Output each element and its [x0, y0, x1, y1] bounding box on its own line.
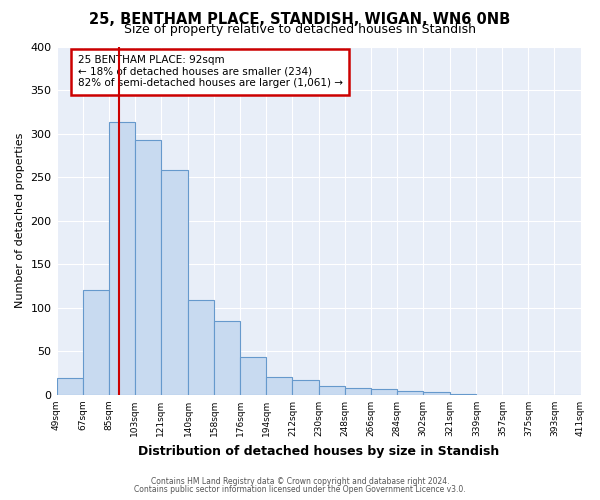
- Bar: [241, 356, 266, 395]
- Bar: [423, 392, 450, 395]
- Bar: [83, 290, 109, 395]
- Bar: [319, 386, 344, 395]
- Y-axis label: Number of detached properties: Number of detached properties: [15, 133, 25, 308]
- Bar: [109, 122, 135, 395]
- Bar: [214, 321, 241, 395]
- Bar: [56, 378, 83, 395]
- X-axis label: Distribution of detached houses by size in Standish: Distribution of detached houses by size …: [138, 444, 499, 458]
- Bar: [266, 376, 292, 395]
- Text: 25 BENTHAM PLACE: 92sqm
← 18% of detached houses are smaller (234)
82% of semi-d: 25 BENTHAM PLACE: 92sqm ← 18% of detache…: [77, 55, 343, 88]
- Bar: [135, 140, 161, 395]
- Bar: [161, 170, 188, 395]
- Bar: [292, 380, 319, 395]
- Text: Contains public sector information licensed under the Open Government Licence v3: Contains public sector information licen…: [134, 484, 466, 494]
- Text: Size of property relative to detached houses in Standish: Size of property relative to detached ho…: [124, 22, 476, 36]
- Bar: [188, 300, 214, 395]
- Bar: [397, 390, 423, 395]
- Bar: [344, 388, 371, 395]
- Bar: [371, 389, 397, 395]
- Bar: [450, 394, 476, 395]
- Text: 25, BENTHAM PLACE, STANDISH, WIGAN, WN6 0NB: 25, BENTHAM PLACE, STANDISH, WIGAN, WN6 …: [89, 12, 511, 28]
- Text: Contains HM Land Registry data © Crown copyright and database right 2024.: Contains HM Land Registry data © Crown c…: [151, 477, 449, 486]
